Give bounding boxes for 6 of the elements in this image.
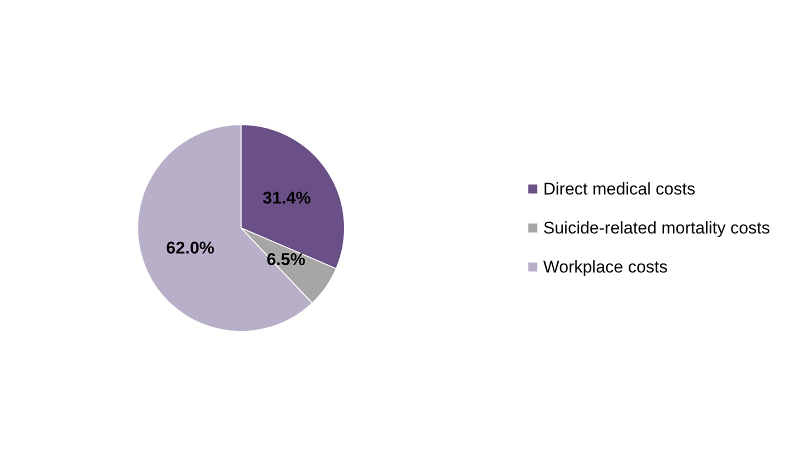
legend-label: Direct medical costs xyxy=(543,180,696,198)
data-label: 62.0% xyxy=(166,238,214,258)
legend-label: Workplace costs xyxy=(543,258,668,276)
data-label: 31.4% xyxy=(262,188,311,208)
legend-label: Suicide-related mortality costs xyxy=(543,218,770,238)
data-label: 6.5% xyxy=(266,250,306,269)
